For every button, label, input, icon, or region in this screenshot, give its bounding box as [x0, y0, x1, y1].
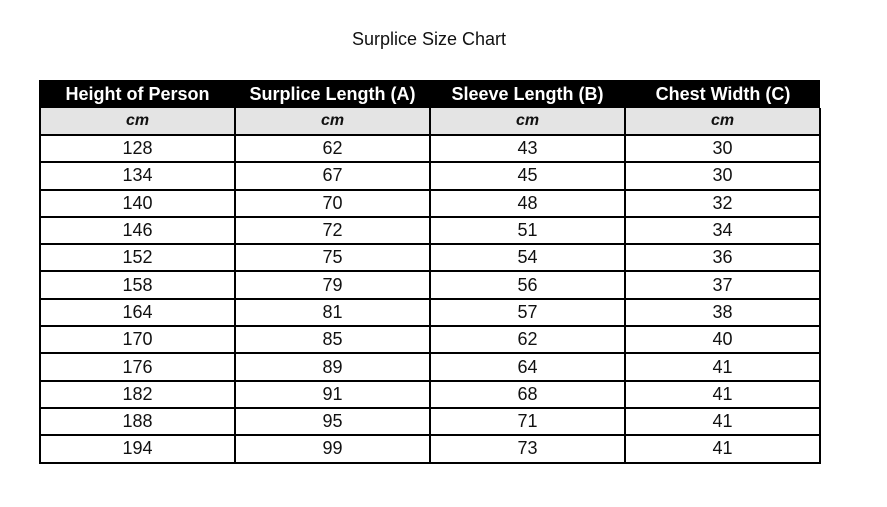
- column-header: Surplice Length (A): [234, 80, 430, 108]
- table-cell: 56: [429, 271, 626, 300]
- table-row: 158 79 56 37: [39, 271, 821, 300]
- table-cell: 134: [39, 162, 236, 191]
- table-cell: 41: [624, 380, 821, 409]
- column-header: Sleeve Length (B): [429, 80, 625, 108]
- table-cell: 57: [429, 298, 626, 328]
- table-cell: 164: [39, 298, 236, 328]
- table-cell: 67: [234, 162, 431, 191]
- table-cell: 41: [624, 353, 821, 382]
- table-row: 170 85 62 40: [39, 326, 821, 355]
- table-cell: 30: [624, 135, 821, 164]
- table-cell: 37: [624, 271, 821, 300]
- table-cell: 188: [39, 407, 236, 437]
- table-row: 194 99 73 41: [39, 435, 821, 464]
- table-cell: 128: [39, 135, 236, 164]
- table-cell: 89: [234, 353, 431, 382]
- table-row: 134 67 45 30: [39, 162, 821, 191]
- table-row: 188 95 71 41: [39, 407, 821, 437]
- table-row: 182 91 68 41: [39, 380, 821, 409]
- table-cell: 146: [39, 216, 236, 246]
- units-row: cm cm cm cm: [39, 108, 821, 136]
- table-cell: 81: [234, 298, 431, 328]
- table-cell: 182: [39, 380, 236, 409]
- table-cell: 194: [39, 435, 236, 464]
- table-cell: 34: [624, 216, 821, 246]
- table-cell: 48: [429, 189, 626, 218]
- table-cell: 71: [429, 407, 626, 437]
- table-cell: 73: [429, 435, 626, 464]
- table-cell: 99: [234, 435, 431, 464]
- table-cell: 85: [234, 326, 431, 355]
- column-header: Chest Width (C): [624, 80, 820, 108]
- table-cell: 43: [429, 135, 626, 164]
- table-cell: 140: [39, 189, 236, 218]
- page-title: Surplice Size Chart: [351, 29, 507, 49]
- unit-label: cm: [624, 108, 821, 136]
- table-cell: 152: [39, 244, 236, 273]
- table-cell: 41: [624, 435, 821, 464]
- column-header: Height of Person: [39, 80, 235, 108]
- table-cell: 30: [624, 162, 821, 191]
- table-cell: 54: [429, 244, 626, 273]
- table-cell: 62: [234, 135, 431, 164]
- table-cell: 40: [624, 326, 821, 355]
- table-cell: 158: [39, 271, 236, 300]
- table-cell: 41: [624, 407, 821, 437]
- table-row: 140 70 48 32: [39, 189, 821, 218]
- table-row: 176 89 64 41: [39, 353, 821, 382]
- table-row: 128 62 43 30: [39, 135, 821, 164]
- unit-label: cm: [234, 108, 431, 136]
- table-cell: 176: [39, 353, 236, 382]
- table-cell: 32: [624, 189, 821, 218]
- table-cell: 64: [429, 353, 626, 382]
- table-cell: 51: [429, 216, 626, 246]
- table-cell: 36: [624, 244, 821, 273]
- unit-label: cm: [39, 108, 236, 136]
- table-cell: 72: [234, 216, 431, 246]
- table-cell: 38: [624, 298, 821, 328]
- header-row: Height of Person Surplice Length (A) Sle…: [39, 80, 820, 108]
- table-row: 152 75 54 36: [39, 244, 821, 273]
- table-cell: 79: [234, 271, 431, 300]
- table-cell: 95: [234, 407, 431, 437]
- table-cell: 91: [234, 380, 431, 409]
- unit-label: cm: [429, 108, 626, 136]
- table-row: 146 72 51 34: [39, 216, 821, 246]
- table-cell: 70: [234, 189, 431, 218]
- table-cell: 75: [234, 244, 431, 273]
- table-cell: 62: [429, 326, 626, 355]
- table-cell: 68: [429, 380, 626, 409]
- table-cell: 45: [429, 162, 626, 191]
- size-chart-table: Height of Person Surplice Length (A) Sle…: [39, 80, 821, 464]
- table-cell: 170: [39, 326, 236, 355]
- table-row: 164 81 57 38: [39, 298, 821, 328]
